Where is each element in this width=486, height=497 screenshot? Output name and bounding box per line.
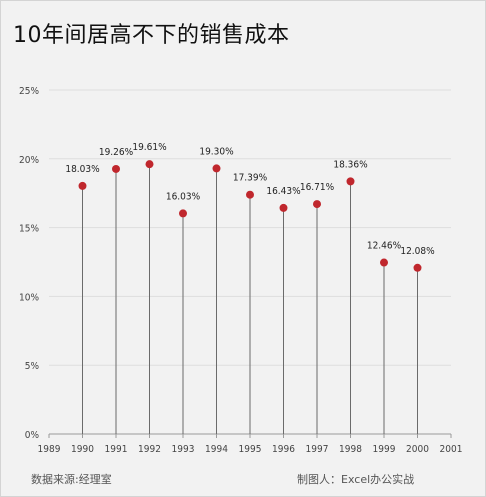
x-tick-label: 1991 bbox=[105, 444, 128, 455]
x-tick-label: 1997 bbox=[306, 444, 329, 455]
x-tick-label: 1995 bbox=[239, 444, 262, 455]
data-source-note: 数据来源:经理室 bbox=[31, 473, 112, 486]
x-tick-label: 2000 bbox=[406, 444, 429, 455]
data-point bbox=[413, 263, 422, 272]
y-tick-label: 15% bbox=[19, 224, 39, 235]
data-point bbox=[279, 203, 288, 212]
x-tick-label: 1993 bbox=[172, 444, 195, 455]
chart-author-credit: 制图人：Excel办公实战 bbox=[297, 473, 415, 486]
data-point bbox=[78, 181, 87, 190]
y-tick-label: 25% bbox=[19, 86, 39, 97]
data-label: 19.30% bbox=[199, 146, 234, 157]
data-label: 16.71% bbox=[300, 182, 335, 193]
data-label: 18.03% bbox=[65, 164, 100, 175]
x-tick-label: 1992 bbox=[138, 444, 161, 455]
series-sales-cost: 18.03% 19.26% 19.61% 16.03% 19.30% 17.39% 16.4… bbox=[65, 142, 435, 434]
x-tick-label: 1994 bbox=[205, 444, 228, 455]
x-tick-label: 1999 bbox=[373, 444, 396, 455]
y-tick-label: 5% bbox=[25, 361, 40, 372]
data-point bbox=[179, 209, 187, 218]
data-point bbox=[346, 177, 355, 186]
data-label: 12.08% bbox=[400, 246, 435, 257]
data-point bbox=[246, 190, 254, 199]
data-point bbox=[212, 164, 221, 173]
data-label: 16.03% bbox=[166, 191, 201, 202]
data-point bbox=[313, 200, 321, 209]
x-tick-label: 1998 bbox=[339, 444, 362, 455]
x-tick-label: 1989 bbox=[38, 444, 61, 455]
data-label: 19.26% bbox=[99, 147, 134, 158]
y-tick-label: 20% bbox=[19, 155, 39, 166]
x-tick-label: 1990 bbox=[71, 444, 94, 455]
data-label: 17.39% bbox=[233, 173, 268, 184]
data-label: 16.43% bbox=[266, 186, 301, 197]
data-point bbox=[380, 258, 388, 267]
data-label: 12.46% bbox=[367, 241, 402, 252]
y-tick-label: 10% bbox=[19, 292, 39, 303]
x-tick-label: 1996 bbox=[272, 444, 295, 455]
data-point bbox=[112, 164, 120, 173]
y-tick-label: 0% bbox=[25, 430, 40, 441]
data-label: 19.61% bbox=[132, 142, 167, 153]
data-point bbox=[145, 160, 154, 169]
chart-title: 10年间居高不下的销售成本 bbox=[13, 23, 290, 48]
axes: 0% 5% 10% 15% 20% 25% 1989 1990 1991 1992 1993 1994… bbox=[19, 86, 462, 455]
data-label: 18.36% bbox=[333, 159, 368, 170]
lollipop-chart: 0% 5% 10% 15% 20% 25% 1989 1990 1991 1992 1993 1994… bbox=[19, 86, 462, 455]
x-tick-label: 2001 bbox=[440, 444, 463, 455]
